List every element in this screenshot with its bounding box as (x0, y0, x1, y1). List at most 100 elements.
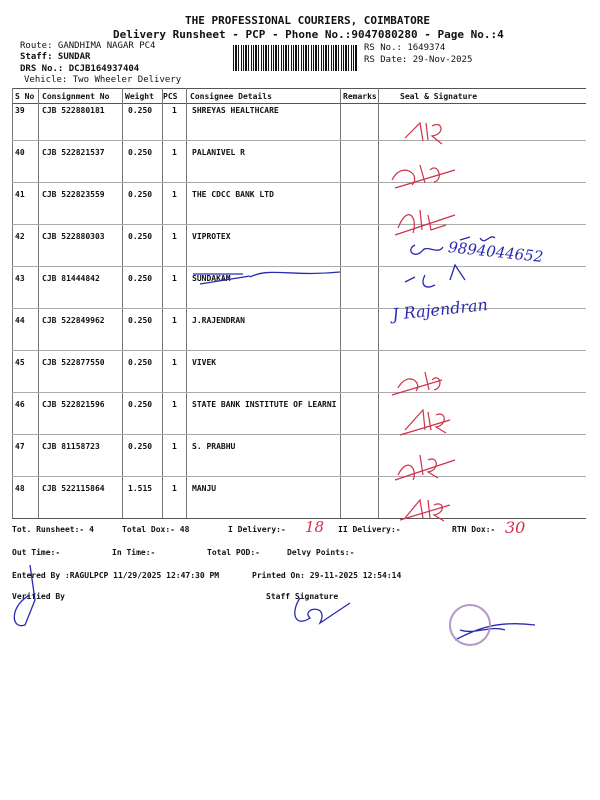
consignment-no: CJB 81444842 (42, 274, 100, 283)
weight: 0.250 (128, 442, 153, 451)
consignee: PALANIVEL R (192, 148, 245, 157)
column-divider (122, 88, 123, 518)
row-divider (12, 392, 586, 393)
consignee: THE CDCC BANK LTD (192, 190, 274, 199)
pcs: 1 (172, 232, 177, 241)
weight: 0.250 (128, 232, 153, 241)
consignee: S. PRABHU (192, 442, 236, 451)
col-sno: S No (15, 92, 35, 101)
row-divider (12, 266, 586, 267)
pcs: 1 (172, 316, 177, 325)
weight: 0.250 (128, 400, 153, 409)
column-divider (186, 88, 187, 518)
weight: 0.250 (128, 316, 153, 325)
pcs: 1 (172, 190, 177, 199)
pcs: 1 (172, 442, 177, 451)
weight: 1.515 (128, 484, 153, 493)
out-time: Out Time:- (12, 548, 61, 557)
barcode (233, 45, 358, 71)
consignee: J.RAJENDRAN (192, 316, 245, 325)
company-name: THE PROFESSIONAL COURIERS, COIMBATORE (185, 14, 431, 27)
consignee: STATE BANK INSTITUTE OF LEARNI (192, 400, 337, 409)
rs-number: RS No.: 1649374 (364, 43, 446, 53)
row-divider (12, 140, 586, 141)
verified-by: Verified By (12, 592, 65, 601)
runsheet-subtitle: Delivery Runsheet - PCP - Phone No.:9047… (113, 28, 504, 41)
s-no: 41 (15, 190, 25, 199)
weight: 0.250 (128, 106, 153, 115)
row-divider (12, 182, 586, 183)
col-consignee: Consignee Details (190, 92, 272, 101)
i-delivery-handwritten: 18 (305, 518, 325, 536)
consignment-no: CJB 81158723 (42, 442, 100, 451)
seal-stamp (449, 604, 491, 646)
weight: 0.250 (128, 274, 153, 283)
column-divider (378, 88, 379, 518)
consignment-no: CJB 522880303 (42, 232, 105, 241)
s-no: 40 (15, 148, 25, 157)
total-pod: Total POD:- (207, 548, 260, 557)
s-no: 39 (15, 106, 25, 115)
drs-number: DRS No.: DCJB164937404 (20, 64, 140, 74)
row-divider (12, 350, 586, 351)
consignee: MANJU (192, 484, 217, 493)
ii-delivery: II Delivery:- (338, 525, 401, 534)
row-divider (12, 434, 586, 435)
row-divider (12, 308, 586, 309)
consignee: SHREYAS HEALTHCARE (192, 106, 279, 115)
s-no: 48 (15, 484, 25, 493)
consignment-no: CJB 522849962 (42, 316, 105, 325)
col-remarks: Remarks (343, 92, 377, 101)
consignment-no: CJB 522115864 (42, 484, 105, 493)
pcs: 1 (172, 400, 177, 409)
consignment-no: CJB 522821596 (42, 400, 105, 409)
total-dox: Total Dox:- 48 (122, 525, 190, 534)
col-weight: Weight (125, 92, 154, 101)
row-divider (12, 224, 586, 225)
route: Route: GANDHIMA NAGAR PC4 (20, 41, 156, 51)
rs-date: RS Date: 29-Nov-2025 (364, 55, 473, 65)
pcs: 1 (172, 106, 177, 115)
consignment-no: CJB 522823559 (42, 190, 105, 199)
consignee: VIPROTEX (192, 232, 231, 241)
delvy-points: Delvy Points:- (287, 548, 355, 557)
column-divider (38, 88, 39, 518)
s-no: 47 (15, 442, 25, 451)
consignment-no: CJB 522880181 (42, 106, 105, 115)
col-pcs: PCS (163, 92, 178, 101)
printed-on: Printed On: 29-11-2025 12:54:14 (252, 571, 402, 580)
column-divider (340, 88, 341, 518)
consignee: SUNDAKAM (192, 274, 231, 283)
pcs: 1 (172, 148, 177, 157)
i-delivery: I Delivery:- (228, 525, 286, 534)
s-no: 44 (15, 316, 25, 325)
consignment-no: CJB 522821537 (42, 148, 105, 157)
tot-runsheet: Tot. Runsheet:- 4 (12, 525, 94, 534)
blue-signatures (13, 236, 536, 641)
weight: 0.250 (128, 148, 153, 157)
pcs: 1 (172, 358, 177, 367)
consignee: VIVEK (192, 358, 217, 367)
s-no: 45 (15, 358, 25, 367)
staff-signature: Staff Signature (266, 592, 339, 601)
weight: 0.250 (128, 358, 153, 367)
s-no: 43 (15, 274, 25, 283)
pcs: 1 (172, 274, 177, 283)
rtn-dox: RTN Dox:- (452, 525, 496, 534)
red-signatures (391, 121, 456, 522)
in-time: In Time:- (112, 548, 156, 557)
col-seal: Seal & Signature (400, 92, 478, 101)
row-divider (12, 476, 586, 477)
staff: Staff: SUNDAR (20, 52, 91, 62)
consignment-no: CJB 522877550 (42, 358, 105, 367)
pcs: 1 (172, 484, 177, 493)
column-divider (162, 88, 163, 518)
col-consignment: Consignment No (42, 92, 110, 101)
weight: 0.250 (128, 190, 153, 199)
column-divider (12, 88, 13, 518)
entered-by: Entered By :RAGULPCP 11/29/2025 12:47:30… (12, 571, 220, 580)
rtn-handwritten: 30 (505, 518, 526, 537)
s-no: 46 (15, 400, 25, 409)
